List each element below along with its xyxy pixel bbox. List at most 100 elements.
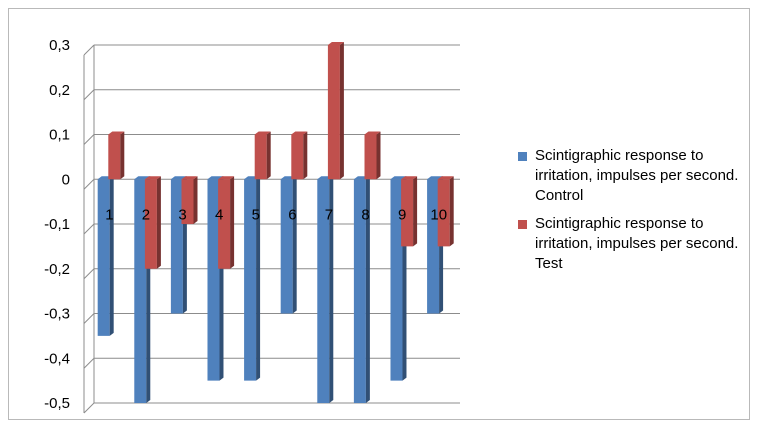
- gridline-depth: [83, 134, 95, 145]
- category-labels: 1 2 3 4 5 6 7 8 9 10: [105, 206, 447, 223]
- bar-side: [230, 176, 235, 269]
- bar-top: [144, 176, 161, 180]
- bar-side: [449, 176, 454, 247]
- x-tick-label: 4: [215, 206, 223, 223]
- bar-front: [170, 179, 183, 314]
- bar-front: [108, 134, 121, 180]
- y-tick-label: -0,4: [44, 350, 70, 367]
- bar-front: [181, 179, 194, 224]
- bar-front: [437, 179, 450, 247]
- bar-top: [401, 176, 418, 180]
- chart-frame: [8, 8, 750, 420]
- y-tick-label: 0,1: [49, 127, 70, 144]
- bar-side: [156, 176, 161, 269]
- y-tick-label: -0,5: [44, 395, 70, 412]
- bars: [97, 42, 454, 403]
- bar-side: [365, 176, 370, 403]
- bar-test: [327, 42, 344, 180]
- bar-side: [413, 176, 418, 247]
- bar-front: [291, 134, 304, 180]
- legend-label-control: Scintigraphic response to irritation, im…: [535, 147, 739, 204]
- bar-side: [193, 176, 198, 224]
- y-tick-label: 0,3: [49, 37, 70, 54]
- bar-test: [181, 176, 198, 224]
- bar-test: [108, 131, 125, 180]
- bar-front: [390, 179, 403, 381]
- bar-front: [280, 179, 293, 314]
- bar-side: [292, 176, 297, 314]
- legend-label-test: Scintigraphic response to irritation, im…: [535, 215, 739, 272]
- bar-side: [266, 131, 271, 180]
- bar-front: [364, 134, 377, 180]
- legend-item-test: Scintigraphic response to irritation, im…: [518, 214, 754, 274]
- bar-test: [254, 131, 271, 180]
- legend-item-control: Scintigraphic response to irritation, im…: [518, 146, 754, 206]
- x-tick-label: 8: [361, 206, 369, 223]
- bar-side: [120, 131, 125, 180]
- x-tick-label: 5: [252, 206, 260, 223]
- bar-front: [97, 179, 110, 336]
- bar-front: [401, 179, 414, 247]
- legend-swatch-control: [518, 152, 527, 161]
- bar-top: [181, 176, 198, 180]
- bar-test: [437, 176, 454, 247]
- x-tick-label: 7: [325, 206, 333, 223]
- gridline-depth: [83, 89, 95, 101]
- bar-control: [353, 176, 370, 403]
- y-tick-label: -0,1: [44, 216, 70, 233]
- x-tick-label: 3: [178, 206, 186, 223]
- bar-side: [339, 42, 344, 180]
- y-tick-label: 0,2: [49, 82, 70, 99]
- legend-swatch-test: [518, 220, 527, 229]
- gridline-depth: [83, 44, 95, 56]
- bar-side: [256, 176, 261, 381]
- bar-top: [364, 131, 381, 135]
- bar-test: [364, 131, 381, 180]
- bar-front: [207, 179, 220, 381]
- x-tick-label: 10: [430, 206, 447, 223]
- value-axis: 0,3 0,2 0,1 0 -0,1 -0,2 -0,3 -0,4 -0,5: [44, 37, 85, 413]
- gridline-depth: [83, 268, 95, 280]
- x-tick-label: 2: [142, 206, 150, 223]
- bar-front: [144, 179, 157, 269]
- bar-top: [437, 176, 454, 180]
- x-tick-label: 1: [105, 206, 113, 223]
- bar-test: [144, 176, 161, 269]
- legend: Scintigraphic response to irritation, im…: [518, 146, 754, 282]
- bar-top: [291, 131, 308, 135]
- bar-side: [109, 176, 114, 336]
- gridline-depth: [83, 402, 95, 414]
- bar-test: [218, 176, 235, 269]
- x-tick-label: 9: [398, 206, 406, 223]
- bar-control: [244, 176, 261, 381]
- bar-test: [291, 131, 308, 180]
- bar-front: [353, 179, 366, 403]
- gridline-depth: [83, 357, 95, 369]
- bar-front: [427, 179, 440, 314]
- bar-front: [254, 134, 267, 180]
- bar-control: [280, 176, 297, 314]
- bar-top: [218, 176, 235, 180]
- bar-front: [134, 179, 147, 403]
- bar-side: [303, 131, 308, 180]
- bar-top: [327, 42, 344, 45]
- bar-front: [218, 179, 231, 269]
- y-tick-label: -0,3: [44, 306, 70, 323]
- gridline-depth: [83, 223, 95, 235]
- y-tick-label: 0: [62, 171, 70, 188]
- bar-front: [244, 179, 257, 381]
- bar-top: [254, 131, 271, 135]
- gridline-depth: [83, 313, 95, 324]
- bar-side: [376, 131, 381, 180]
- gridline-depth: [83, 178, 95, 190]
- x-tick-label: 6: [288, 206, 296, 223]
- bar-top: [108, 131, 125, 135]
- bar-control: [97, 176, 114, 336]
- bar-control: [317, 176, 334, 403]
- bar-front: [317, 179, 330, 403]
- bar-side: [329, 176, 334, 403]
- bar-front: [327, 45, 340, 180]
- y-tick-label: -0,2: [44, 261, 70, 278]
- bar-test: [401, 176, 418, 247]
